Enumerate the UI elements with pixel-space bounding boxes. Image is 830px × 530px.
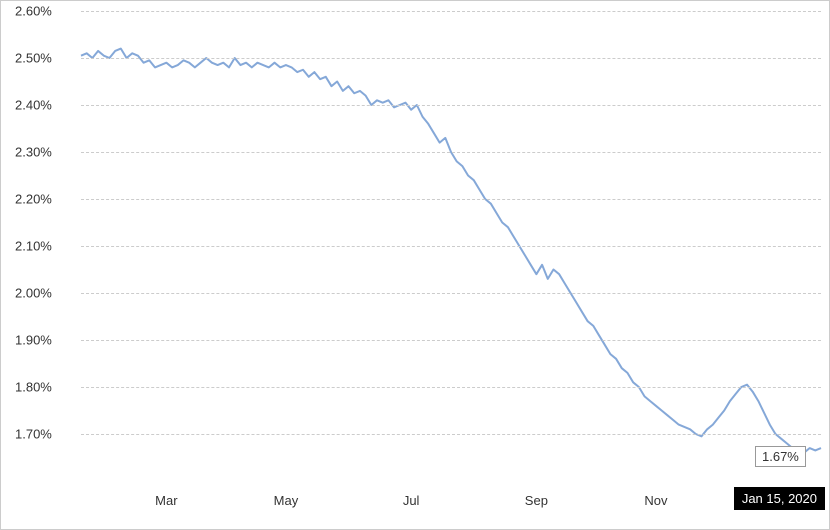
- y-tick-label: 2.10%: [1, 239, 52, 254]
- grid-line: [81, 293, 821, 294]
- callout-value-badge: 1.67%: [755, 446, 806, 467]
- grid-line: [81, 387, 821, 388]
- x-tick-label: Jul: [403, 493, 420, 508]
- grid-line: [81, 11, 821, 12]
- grid-line: [81, 199, 821, 200]
- x-tick-label: Sep: [525, 493, 548, 508]
- y-tick-label: 2.50%: [1, 51, 52, 66]
- series-line: [81, 49, 821, 453]
- x-tick-label: May: [274, 493, 299, 508]
- grid-line: [81, 105, 821, 106]
- callout-date-badge: Jan 15, 2020: [734, 487, 825, 510]
- y-tick-label: 2.30%: [1, 145, 52, 160]
- grid-line: [81, 340, 821, 341]
- y-tick-label: 2.00%: [1, 286, 52, 301]
- grid-line: [81, 434, 821, 435]
- y-tick-label: 1.80%: [1, 380, 52, 395]
- y-tick-label: 2.60%: [1, 4, 52, 19]
- y-tick-label: 1.70%: [1, 427, 52, 442]
- y-tick-label: 1.90%: [1, 333, 52, 348]
- y-tick-label: 2.20%: [1, 192, 52, 207]
- x-tick-label: Nov: [644, 493, 667, 508]
- grid-line: [81, 152, 821, 153]
- grid-line: [81, 246, 821, 247]
- y-tick-label: 2.40%: [1, 98, 52, 113]
- x-tick-label: Mar: [155, 493, 177, 508]
- chart-container: 2.60% 2.50% 2.40% 2.30% 2.20% 2.10% 2.00% 1.90%…: [0, 0, 830, 530]
- grid-line: [81, 58, 821, 59]
